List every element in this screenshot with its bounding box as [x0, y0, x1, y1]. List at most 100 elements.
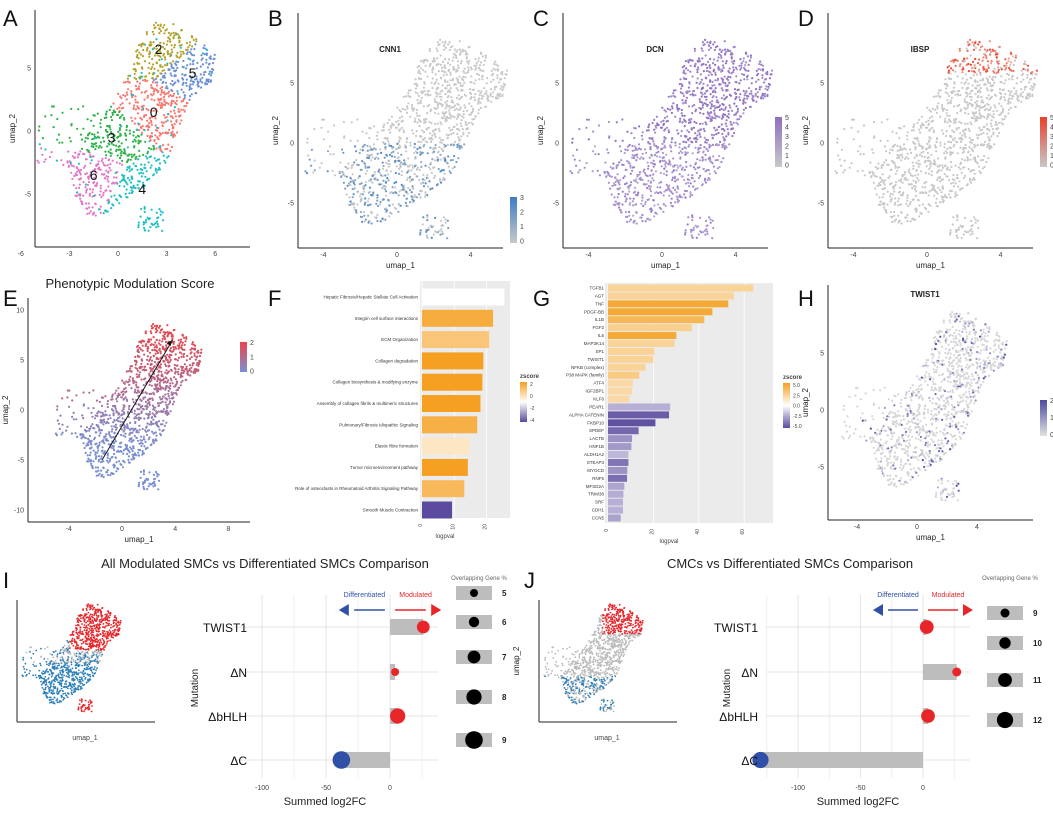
cell-point: [906, 135, 908, 137]
cell-point: [183, 91, 185, 93]
cell-point: [666, 116, 668, 118]
cell-point: [900, 127, 902, 129]
cell-point: [948, 70, 950, 72]
cell-point: [874, 175, 876, 177]
cell-point: [995, 121, 997, 123]
cell-point: [429, 50, 431, 52]
cell-point: [1008, 57, 1010, 59]
cell-point: [484, 93, 486, 95]
cell-point: [991, 125, 993, 127]
cell-point: [109, 152, 111, 154]
cell-point: [346, 176, 348, 178]
cell-point: [136, 169, 138, 171]
cell-point: [731, 56, 733, 58]
cell-point: [1014, 93, 1016, 95]
cell-point: [166, 156, 168, 158]
cell-point: [656, 122, 658, 124]
cell-point: [769, 77, 771, 79]
cell-point: [97, 466, 99, 468]
cell-point: [684, 115, 686, 117]
cell-point: [631, 170, 633, 172]
cell-point: [376, 135, 378, 137]
cell-point: [137, 123, 139, 125]
cell-point: [719, 141, 721, 143]
cell-point: [187, 58, 189, 60]
cell-point: [448, 110, 450, 112]
cell-point: [709, 58, 711, 60]
cell-point: [989, 40, 991, 42]
cell-point: [453, 144, 455, 146]
cell-point: [959, 132, 961, 134]
cell-point: [495, 69, 497, 71]
cell-point: [80, 169, 82, 171]
cell-point: [388, 119, 390, 121]
cell-point: [412, 187, 414, 189]
cell-point: [967, 83, 969, 85]
cell-point: [170, 53, 172, 55]
cell-point: [892, 193, 894, 195]
cell-point: [406, 137, 408, 139]
cell-point: [137, 135, 139, 137]
cell-point: [961, 172, 963, 174]
cell-point: [177, 111, 179, 113]
cell-point: [977, 43, 979, 45]
cell-point: [955, 120, 957, 122]
cell-point: [642, 153, 644, 155]
cell-point: [946, 85, 948, 87]
panel-title: IBSP: [911, 45, 930, 54]
cell-point: [366, 170, 368, 172]
cell-point: [949, 196, 951, 198]
cell-point: [928, 130, 930, 132]
cell-point: [1030, 85, 1032, 87]
cell-point: [936, 105, 938, 107]
cell-point: [162, 132, 164, 134]
cell-point: [632, 215, 634, 217]
cell-point: [142, 55, 144, 57]
cell-point: [907, 179, 909, 181]
cell-point: [962, 60, 964, 62]
cell-point: [693, 104, 695, 106]
cell-point: [966, 96, 968, 98]
cell-point: [1008, 74, 1010, 76]
cell-point: [681, 130, 683, 132]
cell-point: [941, 104, 943, 106]
cell-point: [482, 55, 484, 57]
cell-point: [134, 73, 136, 75]
cell-point: [120, 152, 122, 154]
cell-point: [504, 84, 506, 86]
cell-point: [58, 142, 60, 144]
cell-point: [133, 104, 135, 106]
cell-point: [354, 145, 356, 147]
cell-point: [148, 161, 150, 163]
cell-point: [974, 101, 976, 103]
cell-point: [423, 131, 425, 133]
cell-point: [1008, 109, 1010, 111]
cell-point: [185, 105, 187, 107]
cluster-label: 6: [90, 167, 98, 183]
x-tick-label: -4: [585, 252, 591, 259]
cell-point: [953, 185, 955, 187]
cell-point: [382, 168, 384, 170]
cell-point: [460, 51, 462, 53]
cell-point: [717, 79, 719, 81]
cell-point: [179, 37, 181, 39]
cell-point: [402, 120, 404, 122]
cell-point: [993, 104, 995, 106]
cell-point: [641, 220, 643, 222]
cell-point: [678, 152, 680, 154]
cell-point: [164, 58, 166, 60]
cell-point: [998, 114, 1000, 116]
cell-point: [923, 182, 925, 184]
cell-point: [937, 92, 939, 94]
cell-point: [957, 94, 959, 96]
cell-point: [462, 76, 464, 78]
cell-point: [206, 83, 208, 85]
cell-point: [1018, 99, 1020, 101]
cell-point: [885, 209, 887, 211]
cell-point: [123, 175, 125, 177]
cell-point: [378, 169, 380, 171]
cell-point: [758, 63, 760, 65]
cell-point: [726, 119, 728, 121]
cell-point: [961, 87, 963, 89]
cell-point: [705, 77, 707, 79]
